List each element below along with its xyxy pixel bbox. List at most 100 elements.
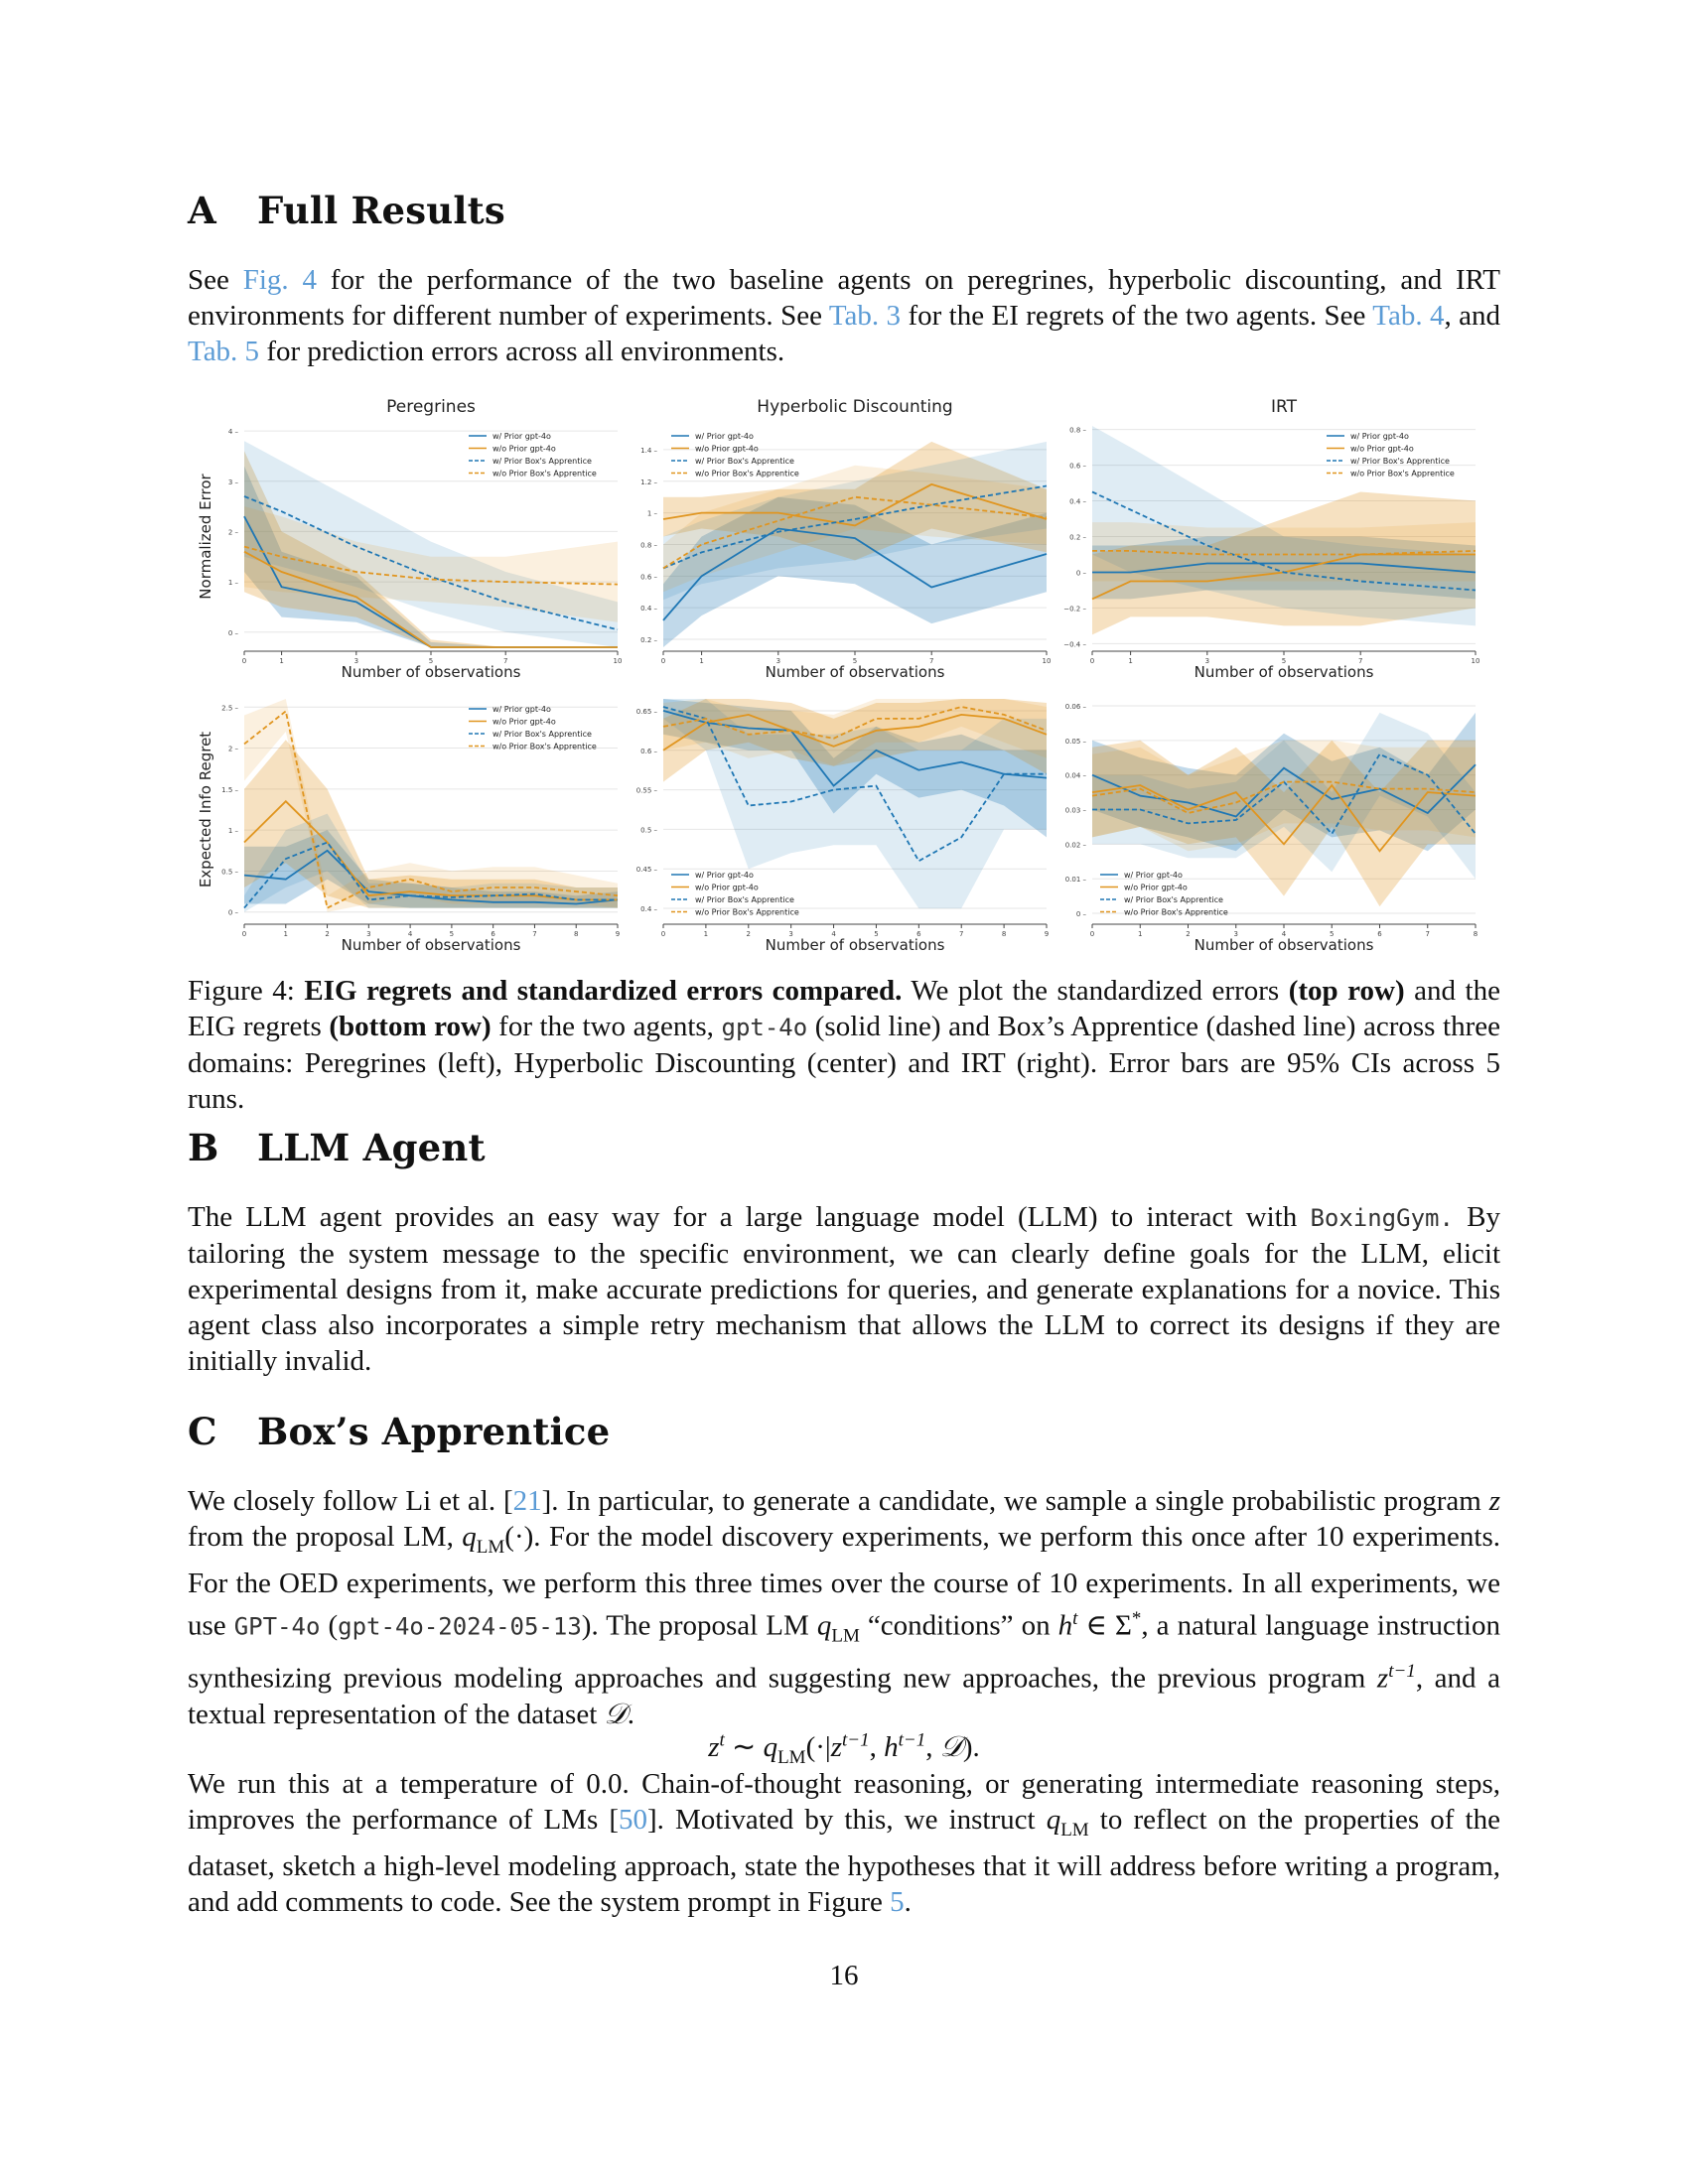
text: , a natural language instruction synthes… bbox=[188, 1609, 1500, 1695]
legend-label: w/o Prior gpt-4o bbox=[695, 445, 759, 454]
citation-link[interactable]: 21 bbox=[512, 1485, 542, 1517]
y-tick-label: 0.65 – bbox=[636, 708, 658, 716]
x-tick-label: 0 bbox=[661, 657, 665, 665]
figure-link[interactable]: Fig. 4 bbox=[242, 264, 317, 296]
series-line bbox=[243, 709, 619, 909]
text: See bbox=[188, 264, 243, 296]
ci-band bbox=[663, 441, 1047, 561]
y-tick-label: 0.6 – bbox=[1069, 463, 1086, 471]
math-superscript: * bbox=[1131, 1607, 1142, 1629]
y-tick-label: 0.2 – bbox=[1069, 534, 1086, 542]
figure-link[interactable]: 5 bbox=[890, 1885, 905, 1918]
math-superscript: t−1 bbox=[1388, 1661, 1416, 1683]
math-superscript: t−1 bbox=[842, 1729, 870, 1751]
y-tick-label: 3 – bbox=[228, 478, 239, 486]
series-line bbox=[243, 550, 618, 648]
table-link[interactable]: Tab. 5 bbox=[188, 336, 260, 367]
text: ]. In particular, to generate a candidat… bbox=[541, 1485, 1489, 1517]
y-axis-label: Expected Info Regret bbox=[199, 732, 214, 887]
code-text: gpt-4o bbox=[721, 1014, 808, 1041]
series-line bbox=[243, 841, 618, 909]
x-tick-label: 3 bbox=[1205, 657, 1209, 665]
citation-link[interactable]: 50 bbox=[619, 1804, 647, 1836]
section-title: Full Results bbox=[257, 189, 505, 232]
section-heading-a: A Full Results bbox=[188, 189, 505, 232]
series-line bbox=[662, 706, 1048, 740]
x-tick-label: 7 bbox=[929, 657, 933, 665]
math-superscript: t bbox=[719, 1729, 725, 1751]
x-tick-label: 4 bbox=[408, 930, 413, 938]
x-tick-label: 3 bbox=[1234, 930, 1238, 938]
x-tick-label: 0 bbox=[1090, 657, 1094, 665]
y-tick-label: 0 – bbox=[1076, 910, 1087, 918]
caption-bold: (top row) bbox=[1288, 975, 1405, 1007]
x-tick-label: 5 bbox=[1282, 657, 1286, 665]
chart-title: Peregrines bbox=[386, 397, 476, 417]
math: ∈ Σ bbox=[1077, 1609, 1132, 1642]
chart-irt-regret: 0 – 0.01 – 0.02 – 0.03 – 0.04 – 0.05 – 0.06 – 0… bbox=[1065, 703, 1478, 954]
series-line bbox=[1091, 780, 1477, 814]
math: q bbox=[462, 1521, 477, 1553]
math-subscript: LM bbox=[476, 1536, 505, 1558]
series-line bbox=[243, 495, 619, 631]
code-text: GPT-4o bbox=[233, 1612, 321, 1641]
series-line bbox=[662, 527, 1048, 621]
text: , and bbox=[1444, 300, 1501, 332]
series-line bbox=[1092, 549, 1477, 556]
math: h bbox=[884, 1731, 899, 1763]
table-link[interactable]: Tab. 4 bbox=[1372, 300, 1445, 332]
x-tick-label: 9 bbox=[616, 930, 620, 938]
series-line bbox=[243, 545, 619, 586]
ci-band bbox=[244, 466, 618, 647]
legend-label: w/o Prior Box's Apprentice bbox=[695, 470, 799, 478]
x-tick-label: 2 bbox=[747, 930, 751, 938]
ci-band bbox=[244, 506, 618, 622]
x-axis-label: Number of observations bbox=[766, 936, 945, 954]
text: . For the model discovery experiments, w… bbox=[188, 1521, 1501, 1642]
text: ( bbox=[320, 1609, 339, 1642]
ci-band bbox=[244, 740, 618, 908]
chart-peregrines-regret: 0 – 0.5 – 1 – 1.5 – 2 – 2.5 – 0 1 2 3 4 5 6 7 8 9 Number… bbox=[199, 699, 620, 954]
x-tick-label: 10 bbox=[614, 657, 623, 665]
legend-label: w/ Prior gpt-4o bbox=[1350, 432, 1409, 441]
section-number: B bbox=[188, 1126, 219, 1169]
caption-label: Figure 4: bbox=[188, 975, 305, 1007]
y-tick-label: 0.02 – bbox=[1065, 841, 1087, 849]
y-tick-label: 0.8 – bbox=[640, 541, 657, 549]
table-link[interactable]: Tab. 3 bbox=[828, 300, 902, 332]
series-line bbox=[662, 706, 1047, 863]
text: for the two agents, bbox=[491, 1011, 722, 1042]
x-tick-label: 3 bbox=[354, 657, 358, 665]
y-tick-label: 0.05 – bbox=[1065, 738, 1087, 746]
y-tick-label: 0.4 – bbox=[640, 905, 657, 913]
ci-band bbox=[663, 699, 1047, 782]
ci-band bbox=[663, 699, 1047, 909]
x-tick-label: 10 bbox=[1472, 657, 1480, 665]
math-superscript: t−1 bbox=[898, 1729, 926, 1751]
x-tick-label: 7 bbox=[1426, 930, 1430, 938]
ci-band bbox=[663, 441, 1047, 601]
chart-hyperbolic-error: 0.2 – 0.4 – 0.6 – 0.8 – 1 – 1.2 – 1.4 – 0 1 3 5 7 10… bbox=[640, 397, 1052, 681]
x-tick-label: 3 bbox=[776, 657, 780, 665]
text: . bbox=[627, 1698, 634, 1730]
y-tick-label: 0.6 – bbox=[640, 573, 657, 581]
math-subscript: LM bbox=[831, 1625, 860, 1647]
text: . bbox=[904, 1885, 912, 1918]
series-line bbox=[662, 713, 1048, 751]
x-tick-label: 8 bbox=[1474, 930, 1477, 938]
x-tick-label: 10 bbox=[1043, 657, 1052, 665]
y-tick-label: 0.01 – bbox=[1065, 876, 1087, 884]
legend-label: w/o Prior Box's Apprentice bbox=[1124, 908, 1228, 917]
legend-label: w/ Prior Box's Apprentice bbox=[492, 457, 592, 466]
math: 𝒟 bbox=[604, 1698, 628, 1730]
legend: w/ Prior gpt-4o w/o Prior gpt-4o w/ Prior … bbox=[469, 432, 597, 478]
x-tick-label: 1 bbox=[1138, 930, 1142, 938]
series-line bbox=[1091, 490, 1477, 592]
y-tick-label: 1.2 – bbox=[640, 478, 657, 486]
text: for the EI regrets of the two agents. Se… bbox=[901, 300, 1373, 332]
ci-band bbox=[663, 699, 1047, 766]
equation: zt ∼ qLM(·|zt−1, ht−1, 𝒟). bbox=[188, 1729, 1500, 1769]
math: 𝒟 bbox=[939, 1731, 963, 1763]
paragraph-full-results: See Fig. 4 for the performance of the tw… bbox=[188, 262, 1500, 369]
